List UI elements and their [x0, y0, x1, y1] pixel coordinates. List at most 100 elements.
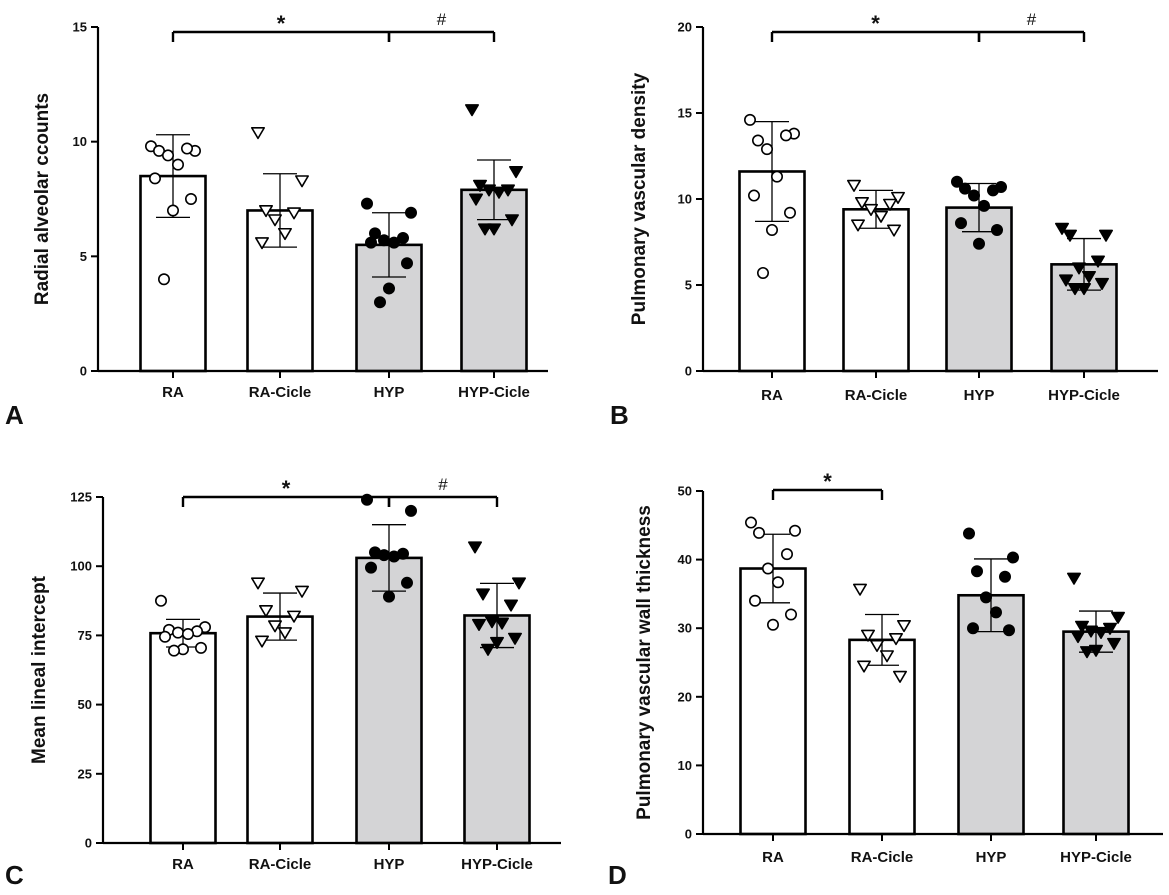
bar-hyp-cicle	[1062, 630, 1130, 836]
data-point	[744, 516, 757, 529]
y-tick-label: 25	[78, 766, 92, 781]
data-point	[364, 561, 377, 574]
significance-bracket: #	[387, 475, 499, 507]
data-point	[1055, 222, 1069, 235]
data-point	[400, 576, 413, 589]
data-point	[168, 644, 181, 657]
error-bar-ra	[755, 120, 789, 223]
data-point	[954, 217, 967, 230]
significance-bracket: *	[770, 11, 981, 42]
x-tick-label: RA-Cicle	[249, 384, 312, 401]
y-tick-label: 10	[678, 192, 692, 207]
data-point	[886, 224, 902, 237]
data-point	[958, 182, 971, 195]
data-point	[1006, 551, 1019, 564]
significance-label: *	[823, 469, 832, 494]
data-point	[882, 198, 898, 211]
x-tick-label: RA	[172, 856, 194, 873]
data-point	[760, 143, 773, 156]
data-point	[167, 204, 180, 217]
data-points-ra-cicle	[251, 127, 310, 250]
bar-ra-cicle	[246, 615, 314, 845]
data-point	[480, 643, 496, 656]
data-point	[294, 175, 310, 188]
x-tick-label: HYP	[976, 849, 1007, 866]
data-point	[267, 214, 283, 227]
y-tick-label: 50	[678, 484, 692, 499]
x-tick-label: HYP-Cicle	[1060, 849, 1132, 866]
y-tick-label: 0	[85, 836, 92, 851]
data-point	[1095, 277, 1109, 290]
significance-label: *	[277, 11, 286, 36]
data-point	[404, 206, 417, 219]
data-point	[756, 266, 769, 279]
y-tick-label: 10	[73, 134, 87, 149]
data-points-ra	[744, 516, 801, 631]
data-point	[1111, 611, 1125, 624]
data-point	[1059, 274, 1073, 287]
bar-ra	[149, 631, 217, 845]
data-points-hyp	[962, 527, 1019, 637]
y-axis-title: Pulmonary vascular density	[629, 72, 650, 325]
data-point	[1071, 630, 1085, 644]
data-point	[970, 565, 983, 578]
y-tick-label: 15	[678, 106, 692, 121]
data-point	[491, 186, 507, 199]
data-point	[182, 628, 195, 641]
data-point	[195, 641, 208, 654]
significance-label: #	[1027, 10, 1037, 29]
y-axis-title: Mean lineal intercept	[29, 575, 50, 764]
data-point	[869, 639, 885, 653]
data-point	[888, 633, 904, 646]
data-point	[860, 629, 876, 642]
data-point	[743, 113, 756, 126]
data-point	[856, 660, 872, 673]
data-points-hyp-cicle	[467, 541, 527, 656]
data-point	[172, 158, 185, 171]
x-tick-label: RA-Cicle	[845, 387, 908, 404]
data-point	[286, 207, 302, 220]
data-point	[850, 219, 866, 232]
data-points-ra	[145, 140, 202, 286]
data-point	[475, 588, 491, 601]
data-point	[1082, 270, 1096, 284]
data-point	[1099, 229, 1113, 242]
data-point	[950, 175, 963, 188]
bar-hyp-cicle	[463, 614, 531, 845]
data-point	[258, 605, 274, 618]
y-tick-label: 20	[678, 689, 692, 704]
data-point	[1063, 229, 1077, 242]
data-point	[489, 636, 505, 650]
data-point	[255, 635, 270, 648]
data-point	[766, 618, 779, 631]
bar-ra-cicle	[848, 638, 916, 836]
y-tick-label: 0	[685, 364, 692, 379]
data-point	[471, 618, 487, 632]
error-bar-ra	[156, 134, 190, 218]
data-point	[1094, 626, 1108, 640]
data-point	[770, 170, 783, 183]
data-point	[783, 206, 796, 219]
y-tick-label: 100	[70, 559, 92, 574]
data-point	[251, 127, 266, 140]
panel-letter: D	[608, 860, 627, 890]
data-points-ra-cicle	[852, 583, 912, 683]
y-tick-label: 30	[678, 621, 692, 636]
data-point	[751, 134, 764, 147]
data-point	[748, 594, 761, 607]
data-point	[464, 104, 480, 117]
y-tick-label: 15	[73, 20, 87, 35]
significance-bracket: #	[977, 10, 1086, 42]
data-point	[784, 608, 797, 621]
bar-hyp	[355, 556, 423, 845]
data-point	[1068, 282, 1082, 296]
data-point	[258, 205, 274, 218]
data-point	[159, 630, 172, 643]
significance-label: #	[438, 475, 448, 494]
x-tick-label: HYP-Cicle	[461, 856, 533, 873]
data-point	[1091, 255, 1105, 268]
data-point	[990, 223, 1003, 236]
data-point	[181, 142, 194, 155]
bar-ra	[739, 567, 807, 836]
